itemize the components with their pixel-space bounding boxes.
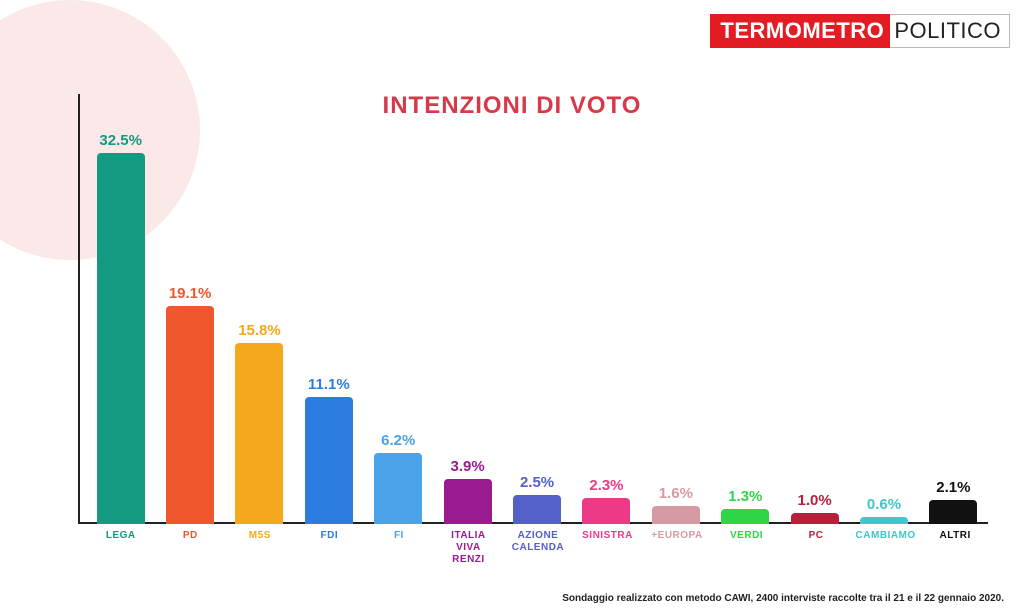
bar xyxy=(929,500,977,524)
bar xyxy=(652,506,700,524)
bar-value: 11.1% xyxy=(308,376,350,393)
bar xyxy=(791,513,839,524)
logo-right: POLITICO xyxy=(890,14,1010,48)
bar xyxy=(235,343,283,524)
bar-wrap: 0.6% xyxy=(849,496,918,524)
bar-label: LEGA xyxy=(86,530,156,566)
bar-value: 1.3% xyxy=(728,488,762,505)
bar-value: 1.6% xyxy=(659,485,693,502)
bar-label: PD xyxy=(156,530,226,566)
bar xyxy=(166,306,214,524)
bar-wrap: 32.5% xyxy=(86,132,155,524)
bar-wrap: 11.1% xyxy=(294,376,363,524)
bar-value: 2.5% xyxy=(520,474,554,491)
labels-container: LEGAPDM5SFDIFIITALIA VIVA RENZIAZIONE CA… xyxy=(86,530,990,566)
bar-wrap: 2.5% xyxy=(502,474,571,524)
bar xyxy=(97,153,145,524)
bar-label: SINISTRA xyxy=(573,530,643,566)
bar xyxy=(860,517,908,524)
chart-footer: Sondaggio realizzato con metodo CAWI, 24… xyxy=(562,593,1004,604)
bar-label: PC xyxy=(781,530,851,566)
bar-label: CAMBIAMO xyxy=(851,530,921,566)
bar xyxy=(513,495,561,524)
bar-label: FDI xyxy=(295,530,365,566)
bar-wrap: 1.0% xyxy=(780,492,849,524)
bar-label: FI xyxy=(364,530,434,566)
bar-wrap: 1.6% xyxy=(641,485,710,524)
bar-wrap: 19.1% xyxy=(155,285,224,524)
bar xyxy=(721,509,769,524)
bar-label: AZIONE CALENDA xyxy=(503,530,573,566)
bar-value: 3.9% xyxy=(451,458,485,475)
chart-title: INTENZIONI DI VOTO xyxy=(0,92,1024,120)
bar-value: 32.5% xyxy=(99,132,142,149)
bar-value: 2.1% xyxy=(936,479,970,496)
logo: TERMOMETRO POLITICO xyxy=(710,14,1010,48)
bar-label: M5S xyxy=(225,530,295,566)
bar-wrap: 6.2% xyxy=(364,432,433,524)
bar-wrap: 15.8% xyxy=(225,322,294,524)
bar-value: 6.2% xyxy=(381,432,415,449)
bar xyxy=(305,397,353,524)
bar-value: 15.8% xyxy=(238,322,281,339)
chart-area: 32.5% 19.1% 15.8% 11.1% 6.2% 3.9% 2.5% 2.3% 1.6%… xyxy=(78,94,988,524)
bar-value: 1.0% xyxy=(798,492,832,509)
bar-label: VERDI xyxy=(712,530,782,566)
bar-wrap: 2.1% xyxy=(919,479,988,524)
bar xyxy=(444,479,492,524)
bar-value: 2.3% xyxy=(589,477,623,494)
bar-label: ITALIA VIVA RENZI xyxy=(434,530,504,566)
bar-label: +EUROPA xyxy=(642,530,712,566)
bar-wrap: 1.3% xyxy=(711,488,780,524)
bar-wrap: 3.9% xyxy=(433,458,502,524)
bars-container: 32.5% 19.1% 15.8% 11.1% 6.2% 3.9% 2.5% 2.3% 1.6%… xyxy=(86,94,988,524)
bar-wrap: 2.3% xyxy=(572,477,641,524)
bar xyxy=(582,498,630,524)
bar-value: 19.1% xyxy=(169,285,212,302)
bar-label: ALTRI xyxy=(920,530,990,566)
y-axis xyxy=(78,94,80,524)
bar-value: 0.6% xyxy=(867,496,901,513)
bar xyxy=(374,453,422,524)
logo-left: TERMOMETRO xyxy=(710,14,890,48)
